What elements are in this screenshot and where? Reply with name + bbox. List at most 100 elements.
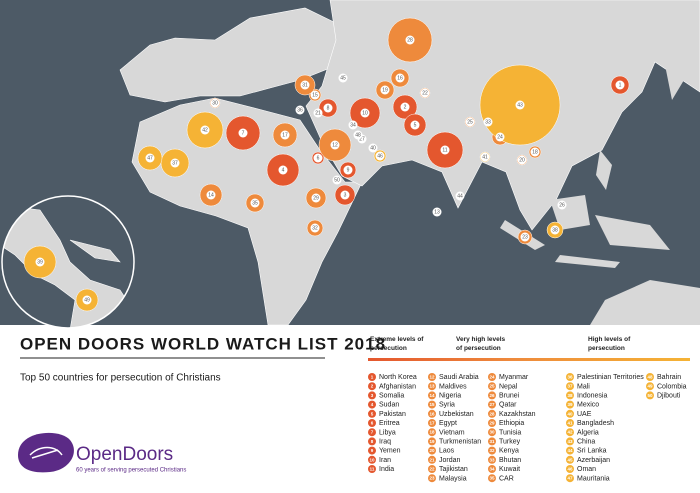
map-rank: 42 [202, 128, 208, 134]
country-name: CAR [499, 475, 514, 482]
rank-number: 40 [567, 411, 573, 416]
rank-dot [566, 428, 574, 437]
map-marker [210, 98, 220, 108]
country-name: Myanmar [499, 374, 529, 381]
logo: OpenDoors 60 years of serving persecuted… [18, 432, 186, 474]
map-marker [440, 145, 450, 155]
map-marker [530, 147, 540, 157]
map-rank: 44 [457, 194, 463, 200]
country-name: Pakistan [379, 411, 406, 418]
map-marker [206, 190, 216, 200]
map-rank: 38 [552, 228, 558, 234]
map-rank: 9 [347, 168, 350, 174]
country-name: Ethiopia [499, 420, 524, 427]
map-rank: 37 [172, 161, 178, 167]
rank-number: 48 [647, 374, 653, 379]
rank-number: 4 [371, 402, 374, 407]
map-rank: 28 [407, 38, 413, 44]
country-name: Laos [439, 448, 455, 455]
country-name: Bahrain [657, 374, 681, 381]
map-marker [557, 200, 567, 210]
country-name: Turkmenistan [439, 439, 481, 446]
rank-number: 23 [429, 476, 435, 481]
logo-mark [18, 432, 74, 473]
rank-number: 9 [371, 448, 374, 453]
map-rank: 43 [517, 103, 523, 109]
rank-number: 18 [429, 430, 435, 435]
rank-dot [368, 428, 376, 437]
map-countries: 1234567891011121314151617181920212223242… [23, 17, 630, 312]
logo-fish [29, 446, 63, 459]
map-rank: 50 [334, 178, 340, 184]
rank-dot [488, 465, 496, 473]
country-name: Kenya [499, 448, 519, 455]
map-marker [332, 175, 342, 185]
rank-number: 7 [371, 430, 374, 435]
rank-dot [368, 419, 376, 427]
country-name: Mali [577, 383, 590, 390]
country-name: Somalia [379, 393, 404, 400]
country-name: Colombia [657, 383, 687, 390]
logo-tagline: 60 years of serving persecuted Christian… [76, 468, 186, 474]
map-rank: 45 [340, 76, 346, 82]
rank-number: 41 [567, 420, 573, 425]
map-marker [410, 120, 420, 130]
map-rank: 22 [422, 91, 428, 97]
map-marker [82, 295, 92, 305]
map-marker [380, 85, 390, 95]
map-rank: 29 [313, 196, 319, 202]
rank-number: 22 [429, 466, 435, 471]
rank-number: 35 [489, 476, 495, 481]
map-rank: 23 [522, 235, 528, 241]
land-australia [590, 280, 700, 325]
map-rank: 7 [242, 131, 245, 137]
rank-dot [368, 400, 376, 409]
rank-dot [566, 400, 574, 409]
rank-number: 32 [489, 448, 495, 453]
map-marker [170, 158, 180, 168]
map-rank: 8 [327, 106, 330, 112]
rank-number: 14 [429, 393, 435, 398]
country-name: Tajikistan [439, 466, 468, 473]
rank-dot [368, 455, 376, 464]
country-name: Palestinian Territories [577, 374, 644, 381]
map-rank: 32 [312, 226, 318, 232]
map-marker [200, 125, 210, 135]
level-header: Very high levels of persecution [456, 336, 506, 352]
map-marker [300, 80, 310, 90]
country-name: Azerbaijan [577, 457, 610, 464]
map-rank: 20 [519, 158, 525, 164]
rank-dot [428, 446, 436, 455]
map-rank: 31 [302, 83, 308, 89]
country-name: Egypt [439, 420, 457, 427]
map-rank: 40 [370, 146, 376, 152]
rank-number: 10 [369, 457, 375, 462]
rank-number: 49 [647, 384, 653, 389]
title: OPEN DOORS WORLD WATCH LIST 2018 [20, 334, 386, 353]
country-name: Bhutan [499, 457, 521, 464]
land-africa [131, 97, 363, 326]
country-name: Yemen [379, 448, 401, 455]
rank-number: 20 [429, 448, 435, 453]
map-rank: 1 [619, 83, 622, 89]
map-marker [395, 73, 405, 83]
map-marker [310, 90, 320, 100]
rank-number: 28 [489, 411, 495, 416]
rank-dot [566, 409, 574, 418]
map-rank: 36 [297, 108, 303, 114]
rank-dot [488, 455, 496, 464]
level-bar [368, 358, 690, 361]
country-name: Saudi Arabia [439, 374, 479, 381]
map-rank: 46 [377, 154, 383, 160]
rank-number: 13 [429, 384, 435, 389]
rank-dot [488, 409, 496, 418]
map-marker [348, 120, 358, 130]
rank-number: 36 [567, 374, 573, 379]
map-marker [455, 191, 465, 201]
map-marker [343, 165, 353, 175]
rank-dot [488, 419, 496, 427]
rank-dot [428, 391, 436, 400]
rank-number: 43 [567, 439, 573, 444]
country-name: Iran [379, 457, 391, 464]
map-rank: 12 [332, 143, 338, 149]
